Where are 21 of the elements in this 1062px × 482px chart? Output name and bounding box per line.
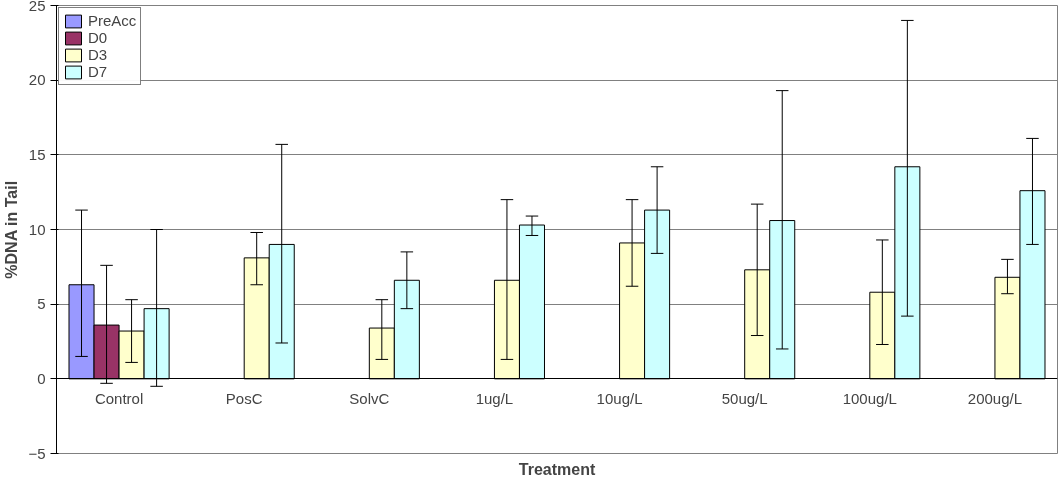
legend-label: PreAcc: [88, 12, 137, 29]
y-tick-label: 10: [28, 220, 46, 238]
x-tick-label: 50ug/L: [721, 389, 768, 407]
x-tick-label: 200ug/L: [967, 389, 1023, 407]
x-tick-label: PosC: [225, 389, 263, 407]
x-tick-label: SolvC: [349, 389, 390, 407]
x-tick-label: Control: [94, 389, 144, 407]
y-tick-label: 20: [28, 71, 46, 89]
x-tick-label: 10ug/L: [596, 389, 643, 407]
x-tick-label: 100ug/L: [842, 389, 897, 407]
y-tick-label: 5: [37, 295, 46, 313]
legend-label: D7: [88, 63, 108, 80]
x-tick-label: 1ug/L: [475, 389, 514, 407]
y-tick-label: 25: [28, 0, 46, 14]
y-tick-label: 15: [28, 145, 46, 163]
y-tick-label: −5: [28, 444, 46, 462]
y-tick-label: 0: [37, 369, 46, 387]
x-axis-title: Treatment: [518, 460, 596, 478]
legend-label: D0: [88, 29, 108, 46]
legend-label: D3: [88, 46, 108, 63]
y-axis-title: %DNA in Tail: [3, 180, 21, 279]
